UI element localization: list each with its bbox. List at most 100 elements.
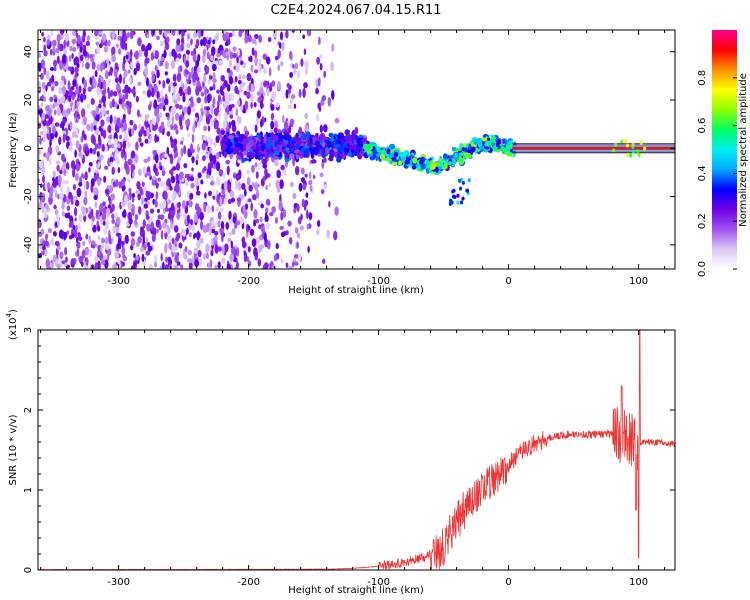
steady-line-blob <box>623 139 628 144</box>
noise-blob <box>254 33 259 39</box>
noise-blob <box>229 59 232 68</box>
noise-blob <box>109 114 113 125</box>
band-blob <box>285 147 290 152</box>
noise-blob <box>200 179 204 185</box>
noise-blob <box>250 77 254 86</box>
noise-blob <box>258 161 262 171</box>
snr-panel: -300 -200 -100 0 100 0 1 2 3 Height of straight… <box>5 309 676 596</box>
spectrogram-frame <box>37 29 676 270</box>
noise-blob <box>157 97 162 103</box>
noise-blob <box>251 181 255 188</box>
noise-blob <box>117 35 121 41</box>
noise-blob <box>71 38 77 45</box>
noise-blob <box>210 220 215 227</box>
noise-blob <box>63 231 68 239</box>
signal-blob <box>417 165 421 172</box>
steady-line-core <box>512 146 675 150</box>
noise-blob <box>209 160 214 169</box>
noise-blob <box>151 73 155 82</box>
signal-blob <box>419 159 424 165</box>
noise-blob <box>292 156 296 167</box>
noise-blob <box>140 226 144 232</box>
noise-blob <box>48 77 52 87</box>
noise-blob <box>223 112 229 123</box>
signal-blob <box>501 147 506 153</box>
noise-blob <box>285 30 289 39</box>
noise-blob <box>205 252 209 260</box>
noise-blob <box>275 243 279 250</box>
signal-blob <box>487 137 491 141</box>
noise-blob <box>179 140 184 145</box>
noise-blob <box>111 227 116 232</box>
noise-blob <box>215 161 221 172</box>
noise-blob <box>147 138 151 145</box>
noise-blob <box>220 74 225 82</box>
noise-blob <box>181 30 185 37</box>
noise-blob <box>65 180 69 185</box>
noise-blob <box>146 33 150 39</box>
noise-blob <box>108 195 111 202</box>
noise-blob <box>67 66 72 71</box>
noise-blob <box>127 178 131 183</box>
noise-blob <box>170 220 173 229</box>
noise-blob <box>146 127 150 137</box>
noise-blob <box>171 193 175 203</box>
noise-blob <box>189 176 195 182</box>
noise-blob <box>120 178 126 187</box>
band-blob <box>260 143 266 148</box>
noise-blob <box>41 250 45 256</box>
noise-blob <box>237 79 242 85</box>
noise-blob <box>236 220 241 226</box>
noise-blob <box>293 254 299 259</box>
noise-blob <box>228 231 232 237</box>
noise-blob <box>166 30 171 34</box>
noise-blob <box>219 196 223 206</box>
noise-blob <box>289 71 294 78</box>
noise-blob <box>151 233 156 243</box>
noise-blob <box>265 185 269 191</box>
noise-blob <box>202 224 207 234</box>
band-blob <box>319 132 326 141</box>
noise-blob <box>244 34 249 44</box>
colorbar-tick-label: 0.4 <box>697 165 708 181</box>
noise-blob <box>59 80 65 87</box>
noise-blob <box>298 88 302 98</box>
noise-blob <box>303 48 307 56</box>
noise-blob <box>199 85 202 92</box>
noise-blob <box>114 115 117 125</box>
band-blob <box>357 140 363 148</box>
signal-tail-blob <box>453 195 457 200</box>
noise-blob <box>162 79 166 89</box>
noise-blob <box>185 60 190 68</box>
band-blob <box>305 131 311 139</box>
noise-blob <box>38 159 44 169</box>
noise-blob <box>262 53 268 60</box>
noise-blob <box>166 36 170 44</box>
x-tick-label: -300 <box>107 577 130 588</box>
noise-blob <box>116 117 121 127</box>
band-blob <box>285 137 291 141</box>
noise-blob <box>156 69 160 79</box>
noise-blob <box>153 102 157 109</box>
steady-line-blob <box>620 139 624 144</box>
noise-blob <box>226 263 231 269</box>
noise-blob <box>63 48 67 56</box>
noise-blob <box>48 115 53 125</box>
noise-blob <box>199 114 203 123</box>
noise-blob <box>121 240 124 247</box>
noise-blob <box>302 183 307 191</box>
noise-blob <box>249 228 255 237</box>
noise-blob <box>183 55 187 65</box>
noise-blob <box>164 153 169 158</box>
noise-blob <box>175 129 179 135</box>
signal-blob <box>393 151 399 157</box>
noise-blob <box>168 84 171 93</box>
noise-blob <box>74 66 79 74</box>
signal-blob <box>421 162 426 170</box>
noise-blob <box>41 112 46 121</box>
noise-blob <box>218 169 224 177</box>
noise-blob <box>276 170 281 179</box>
noise-blob <box>172 82 177 87</box>
colorbar-tick-label: 0.6 <box>697 118 708 134</box>
noise-blob <box>40 102 44 107</box>
